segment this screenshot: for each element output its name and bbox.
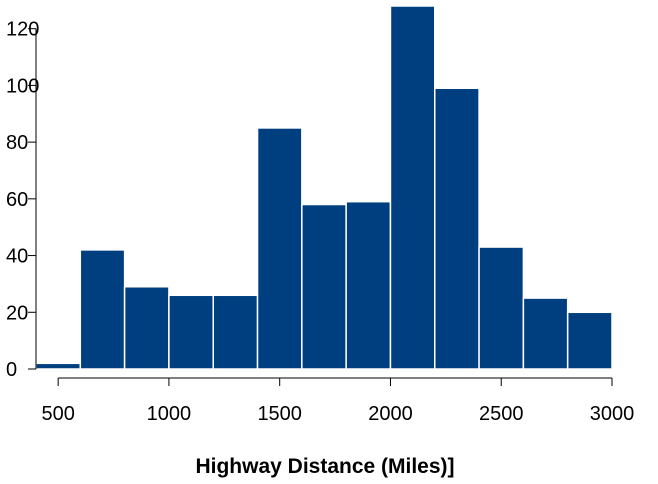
- histogram-bar-6: [256, 127, 303, 370]
- histogram-bar-11: [478, 246, 525, 370]
- y-tick-label: 100: [6, 75, 39, 97]
- x-tick-label: 2000: [368, 403, 413, 425]
- histogram-bar-4: [168, 294, 214, 370]
- histogram-bar-3: [123, 286, 170, 370]
- histogram-bar-9: [389, 5, 436, 370]
- x-axis-title: Highway Distance (Miles)]: [195, 455, 454, 478]
- histogram-bar-5: [212, 294, 259, 370]
- x-tick-label: 3000: [590, 403, 635, 425]
- y-tick-label: 80: [6, 132, 28, 154]
- y-tick-label: 60: [6, 189, 28, 211]
- x-tick-label: 500: [41, 403, 74, 425]
- x-axis: 500 1000 1500 2000 2500 3000: [41, 377, 635, 425]
- histogram-bars: [35, 5, 613, 370]
- x-tick-label: 1500: [257, 403, 302, 425]
- histogram-bar-7: [301, 203, 347, 370]
- y-axis: 0 20 40 60 80 100 120: [6, 19, 39, 381]
- histogram-bar-12: [522, 297, 569, 370]
- histogram-bar-13: [566, 311, 613, 370]
- x-tick-label: 1000: [147, 403, 192, 425]
- y-tick-label: 120: [6, 19, 39, 41]
- histogram-bar-10: [434, 87, 480, 370]
- histogram-bar-2: [79, 249, 126, 370]
- y-tick-label: 40: [6, 246, 28, 268]
- histogram-bar-1: [35, 362, 82, 370]
- histogram-bar-8: [345, 200, 392, 370]
- y-tick-label: 0: [6, 359, 17, 381]
- y-tick-label: 20: [6, 302, 28, 324]
- x-tick-label: 2500: [479, 403, 524, 425]
